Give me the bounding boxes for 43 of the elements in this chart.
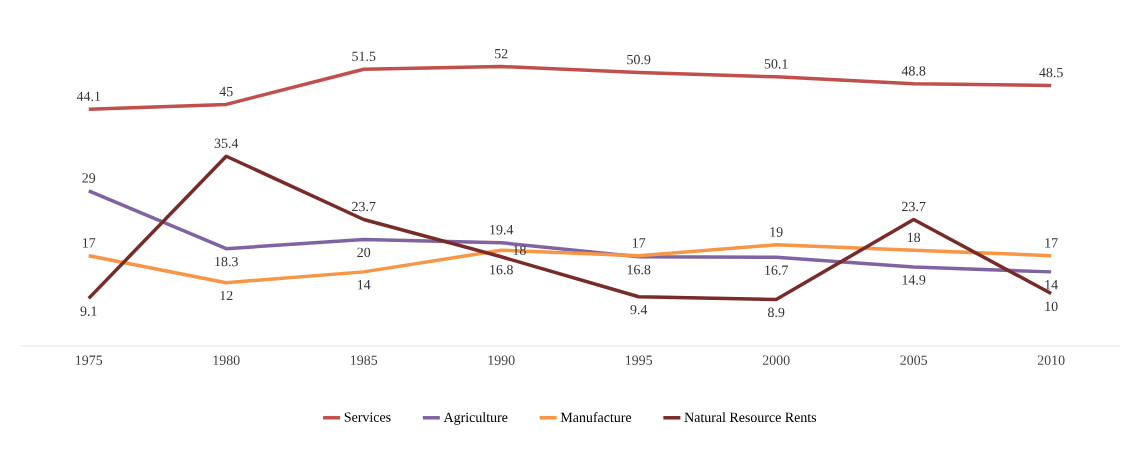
data-label: 50.1 <box>764 59 788 69</box>
data-label: 20 <box>357 247 371 258</box>
data-label: 10 <box>1045 301 1058 312</box>
data-label: 17 <box>1045 238 1058 248</box>
data-label: 50.9 <box>627 54 651 65</box>
data-label: 51.5 <box>352 51 376 62</box>
data-label: 45 <box>219 86 233 97</box>
legend-label: Agriculture <box>443 412 508 425</box>
x-tick-label: 1975 <box>76 355 103 365</box>
data-label: 16.7 <box>765 265 788 275</box>
x-tick-label: 1985 <box>350 355 378 365</box>
data-label: 14 <box>357 280 371 290</box>
legend-label: Natural Resource Rents <box>684 412 817 423</box>
data-label: 19.4 <box>490 225 514 235</box>
data-label: 17 <box>82 238 96 248</box>
x-tick-label: 2005 <box>900 355 928 365</box>
data-label: 14 <box>1045 280 1058 290</box>
data-label: 23.7 <box>352 201 376 212</box>
data-label: 8.9 <box>767 307 785 318</box>
data-label: 12 <box>220 290 233 301</box>
data-label: 9.4 <box>630 304 648 315</box>
data-label: 17 <box>632 238 646 248</box>
data-label: 18.3 <box>215 256 238 267</box>
data-label: 23.7 <box>902 201 926 212</box>
legend-label: Services <box>344 412 391 422</box>
x-tick-label: 2010 <box>1037 355 1065 365</box>
data-label: 14.9 <box>902 275 926 285</box>
data-label: 9.1 <box>80 306 97 316</box>
x-tick-label: 1995 <box>625 355 653 365</box>
data-label: 19 <box>770 227 783 237</box>
x-tick-label: 2000 <box>762 355 790 365</box>
x-tick-label: 1990 <box>488 355 515 365</box>
data-label: 29 <box>82 173 96 183</box>
data-label: 44.1 <box>76 91 101 102</box>
data-label: 48.8 <box>901 66 926 76</box>
data-label: 48.5 <box>1039 67 1063 78</box>
x-tick-label: 1980 <box>213 355 240 365</box>
data-label: 16.8 <box>627 264 651 275</box>
data-label: 16.8 <box>490 264 513 275</box>
data-label: 35.4 <box>214 138 239 149</box>
data-label: 18 <box>907 232 921 243</box>
data-label: 52 <box>495 49 508 59</box>
legend-label: Manufacture <box>560 412 632 423</box>
